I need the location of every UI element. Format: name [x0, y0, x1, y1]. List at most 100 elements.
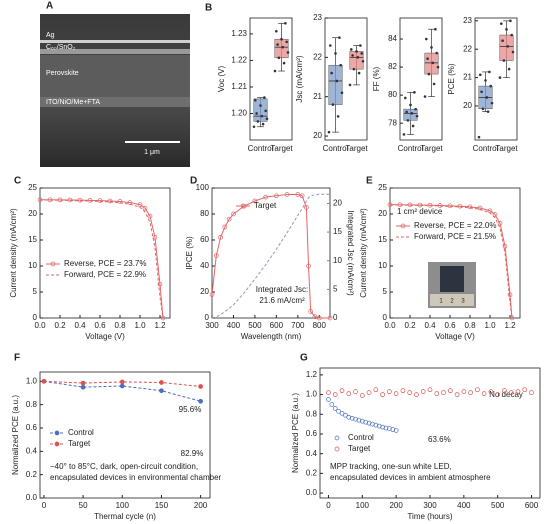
data-point: [376, 423, 382, 429]
category-label: Target: [345, 144, 368, 153]
data-point: [222, 224, 228, 230]
legend-label: Reverse, PCE = 23.7%: [64, 259, 146, 268]
data-point: [477, 135, 481, 139]
data-point: [336, 115, 340, 118]
data-point: [160, 315, 166, 321]
data-point: [486, 110, 490, 113]
data-point: [330, 71, 333, 75]
data-point: [198, 384, 203, 389]
data-point: [280, 37, 283, 41]
data-point: [355, 50, 358, 53]
data-point: [335, 79, 339, 83]
x-tick-label: 0: [326, 501, 331, 510]
data-point: [256, 120, 260, 123]
data-point: [273, 69, 277, 73]
data-point: [353, 416, 358, 422]
y-tick-label: 23: [463, 16, 472, 25]
x-tick-label: 0: [42, 501, 47, 510]
data-point: [427, 387, 433, 393]
data-point: [505, 28, 508, 31]
data-point: [359, 44, 362, 47]
x-tick-label: 0.4: [74, 321, 86, 330]
annotation: 21.6 mA/cm²: [259, 296, 305, 305]
data-point: [142, 205, 148, 211]
x-tick-label: 200: [194, 501, 208, 510]
data-point: [461, 389, 467, 394]
data-point: [80, 384, 86, 390]
x-tick-label: 600: [270, 321, 284, 330]
data-point: [414, 392, 419, 397]
y2-tick-label: 10: [333, 256, 342, 265]
x-tick-label: 0.0: [384, 321, 396, 330]
data-point: [87, 198, 93, 203]
category-label: Control: [398, 144, 424, 153]
data-point: [427, 72, 431, 76]
data-point: [510, 33, 513, 37]
data-point: [329, 402, 335, 407]
x-axis-label: Voltage (V): [435, 332, 475, 341]
annotation: −40° to 85°C, dark, open-circuit conditi…: [50, 462, 198, 471]
data-point: [259, 104, 262, 107]
data-point: [282, 61, 286, 65]
data-point: [226, 216, 232, 222]
y-tick-label: 1.22: [231, 56, 247, 65]
plot-frame: [474, 17, 518, 141]
data-point: [425, 37, 428, 41]
data-point: [334, 52, 337, 55]
data-point: [490, 101, 494, 105]
data-point: [261, 122, 265, 126]
plot-frame: [389, 187, 521, 319]
y-tick-label: 0.2: [26, 470, 38, 479]
y-axis-label: Jsc (mA/cm²): [295, 55, 304, 102]
y-tick-label: 1.0: [26, 376, 38, 385]
data-point: [159, 388, 164, 394]
x-axis-label: Voltage (V): [85, 332, 125, 341]
data-point: [387, 426, 392, 431]
category-label: Control: [473, 144, 499, 153]
y-tick-label: 22: [463, 44, 472, 53]
y-tick-label: 1.20: [231, 109, 247, 118]
data-point: [415, 114, 419, 118]
annotation: 1 cm² device: [397, 207, 443, 216]
data-point: [346, 391, 352, 396]
y-tick-label: 21: [463, 73, 472, 82]
legend-marker: [400, 223, 406, 229]
data-point: [97, 198, 103, 203]
y-tick-label: 0.6: [306, 429, 318, 438]
box: [499, 34, 514, 61]
data-point: [331, 103, 335, 106]
data-point: [380, 424, 385, 430]
y-tick-label: 0.0: [306, 488, 318, 497]
x-tick-label: 300: [423, 501, 437, 510]
data-point: [284, 22, 287, 25]
x-axis-label: Thermal cycle (n): [94, 512, 156, 521]
panel-letter: D: [190, 176, 197, 187]
plot-frame: [399, 17, 443, 141]
y-tick-label: 0.8: [26, 400, 38, 409]
y-axis-label: Current density (mA/cm²): [359, 208, 368, 298]
data-point: [411, 124, 415, 128]
data-point: [404, 96, 407, 100]
x-tick-label: 0.6: [444, 321, 456, 330]
y-tick-label: 5: [383, 287, 388, 296]
data-point: [393, 428, 399, 433]
data-point: [356, 56, 360, 59]
x-tick-label: 50: [79, 501, 88, 510]
annotation: Integrated Jsc:: [256, 285, 308, 294]
data-point: [304, 205, 309, 210]
legend-label: Forward, PCE = 21.5%: [414, 232, 496, 241]
x-tick-label: 1.2: [154, 321, 166, 330]
data-point: [336, 408, 341, 414]
data-point: [359, 418, 365, 424]
data-point: [373, 422, 379, 428]
data-point: [390, 427, 396, 432]
x-tick-label: 200: [389, 501, 403, 510]
legend-marker: [334, 446, 340, 452]
data-point: [502, 243, 508, 249]
data-point: [275, 29, 278, 33]
x-tick-label: 0.6: [94, 321, 106, 330]
data-point: [338, 36, 341, 39]
data-point: [255, 112, 258, 115]
category-label: Control: [323, 144, 349, 153]
